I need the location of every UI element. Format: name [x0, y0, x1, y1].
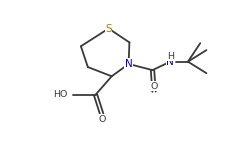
Text: N: N — [166, 57, 174, 67]
Text: O: O — [150, 82, 158, 91]
Text: S: S — [105, 24, 112, 34]
Text: N: N — [125, 59, 133, 69]
Text: H: H — [167, 52, 174, 61]
Text: O: O — [98, 115, 105, 124]
Text: HO: HO — [53, 90, 68, 99]
